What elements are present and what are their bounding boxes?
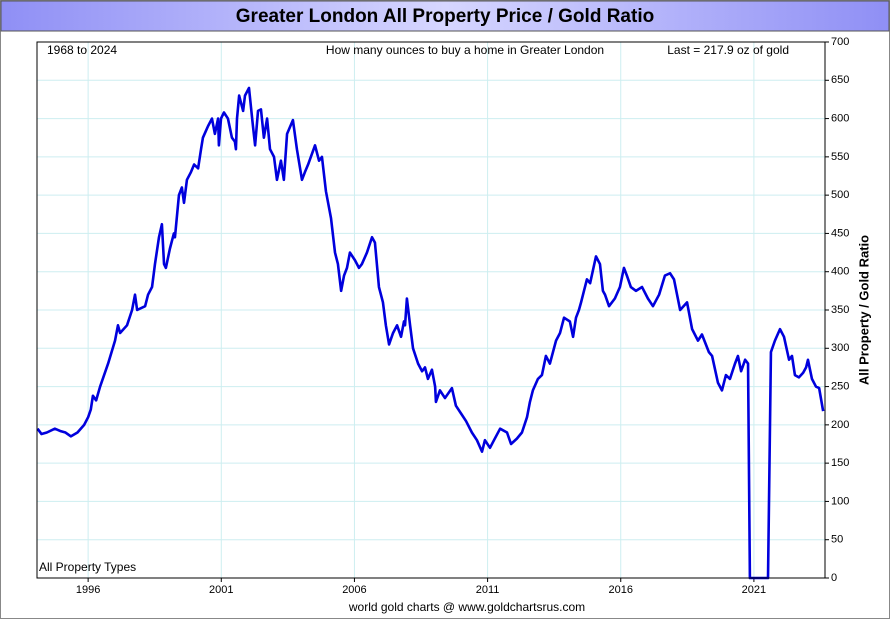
annotation: How many ounces to buy a home in Greater… [326, 43, 604, 57]
y-tick-label: 500 [831, 189, 849, 201]
x-tick-label: 1996 [76, 584, 100, 596]
x-tick-label: 2006 [342, 584, 366, 596]
y-tick-label: 200 [831, 419, 849, 431]
plot-frame [36, 41, 826, 579]
y-tick-label: 650 [831, 74, 849, 86]
title-bar [0, 0, 890, 32]
y-tick-label: 300 [831, 342, 849, 354]
x-tick-label: 2016 [609, 584, 633, 596]
y-tick-label: 550 [831, 151, 849, 163]
annotation: Last = 217.9 oz of gold [667, 43, 789, 57]
y-tick-label: 450 [831, 227, 849, 239]
y-tick-label: 400 [831, 266, 849, 278]
annotation: 1968 to 2024 [47, 43, 117, 57]
y-tick-label: 350 [831, 304, 849, 316]
y-tick-label: 100 [831, 495, 849, 507]
x-tick-label: 2011 [476, 584, 500, 596]
y-tick-label: 50 [831, 534, 843, 546]
y-tick-label: 0 [831, 572, 837, 584]
y-tick-label: 700 [831, 36, 849, 48]
series-line [36, 86, 825, 580]
annotation: All Property Types [39, 560, 136, 574]
x-tick-label: 2001 [209, 584, 233, 596]
chart-title: Greater London All Property Price / Gold… [236, 6, 654, 27]
y-tick-label: 600 [831, 112, 849, 124]
y-axis-label: All Property / Gold Ratio [856, 235, 871, 385]
x-tick-label: 2021 [742, 584, 766, 596]
y-tick-label: 250 [831, 380, 849, 392]
footer: world gold charts @ www.goldchartsrus.co… [348, 600, 585, 614]
y-tick-label: 150 [831, 457, 849, 469]
